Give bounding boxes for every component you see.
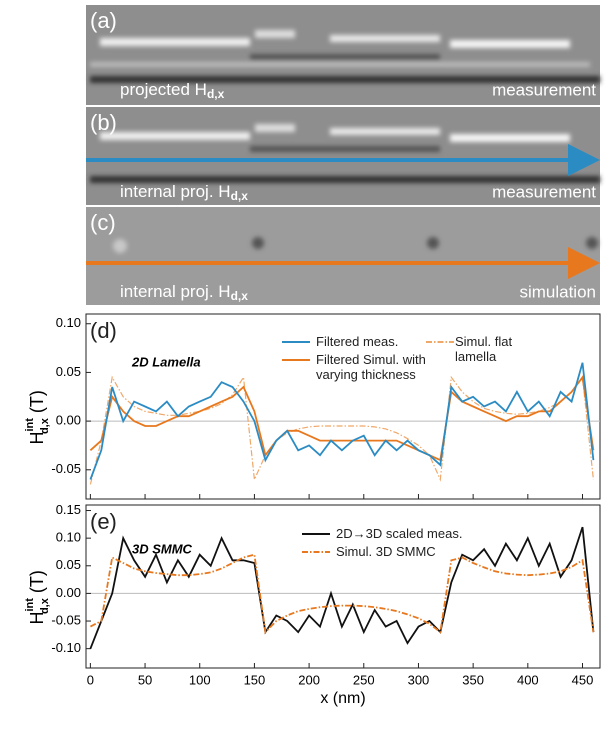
panel-b bbox=[86, 107, 600, 205]
y-tick-label: 0.10 bbox=[56, 315, 81, 330]
ylabel-sup: int bbox=[24, 598, 36, 612]
x-tick-label: 0 bbox=[87, 672, 94, 687]
label-sub: d,x bbox=[231, 289, 249, 303]
x-tick-label: 450 bbox=[572, 672, 594, 687]
y-tick-label: 0.00 bbox=[56, 585, 81, 600]
panel-note: measurement bbox=[492, 80, 596, 99]
inset-label: 2D Lamella bbox=[131, 354, 201, 369]
panel-a bbox=[86, 5, 600, 105]
panel-tag: (c) bbox=[90, 210, 116, 235]
inset-label: 3D SMMC bbox=[132, 541, 193, 556]
panel-label: internal proj. Hd,x bbox=[120, 282, 248, 303]
y-axis-label: Hint d,x (T) bbox=[24, 570, 51, 624]
label-text: projected H bbox=[120, 80, 207, 99]
label-text: internal proj. H bbox=[120, 282, 231, 301]
series-line bbox=[89, 362, 595, 480]
legend-label: Filtered meas. bbox=[316, 334, 399, 349]
y-tick-label: -0.05 bbox=[51, 461, 81, 476]
panel-tag: (b) bbox=[90, 110, 117, 135]
panel-label: internal proj. Hd,x bbox=[120, 182, 248, 203]
chart-tag: (e) bbox=[90, 509, 117, 534]
panel-note: measurement bbox=[492, 182, 596, 201]
y-tick-label: 0.05 bbox=[56, 557, 81, 572]
x-tick-label: 300 bbox=[408, 672, 430, 687]
ylabel-main: H bbox=[27, 432, 47, 445]
plot-frame bbox=[85, 504, 601, 669]
legend-label: Simul. flat lamella bbox=[455, 334, 513, 364]
ylabel-unit: (T) bbox=[27, 390, 47, 413]
y-tick-label: 0.15 bbox=[56, 502, 81, 517]
ylabel-sup: int bbox=[24, 418, 36, 432]
legend-label: 2D→3D scaled meas. bbox=[336, 526, 463, 541]
x-tick-label: 150 bbox=[244, 672, 266, 687]
x-tick-label: 100 bbox=[189, 672, 211, 687]
series-line bbox=[89, 526, 595, 650]
x-tick-label: 50 bbox=[138, 672, 152, 687]
label-text: internal proj. H bbox=[120, 182, 231, 201]
x-tick-label: 350 bbox=[462, 672, 484, 687]
y-tick-label: 0.10 bbox=[56, 530, 81, 545]
ylabel-main: H bbox=[27, 612, 47, 625]
y-tick-label: 0.00 bbox=[56, 413, 81, 428]
series-line bbox=[89, 553, 595, 635]
series-line bbox=[89, 375, 595, 462]
panel-note: simulation bbox=[519, 282, 596, 301]
label-sub: d,x bbox=[231, 189, 249, 203]
x-tick-label: 400 bbox=[517, 672, 539, 687]
y-tick-label: -0.05 bbox=[51, 612, 81, 627]
x-axis-label: x (nm) bbox=[320, 690, 365, 707]
series-line bbox=[89, 375, 594, 485]
y-tick-label: -0.10 bbox=[51, 640, 81, 655]
chart-tag: (d) bbox=[90, 318, 117, 343]
panel-c bbox=[86, 207, 600, 305]
ylabel-unit: (T) bbox=[27, 570, 47, 593]
y-axis-label: Hint d,x (T) bbox=[24, 390, 51, 444]
y-tick-label: 0.05 bbox=[56, 364, 81, 379]
legend-label: Filtered Simul. with varying thickness bbox=[316, 352, 426, 382]
label-sub: d,x bbox=[207, 87, 225, 101]
panel-label: projected Hd,x bbox=[120, 80, 225, 101]
x-tick-label: 250 bbox=[353, 672, 375, 687]
ylabel-sub: d,x bbox=[39, 417, 51, 434]
ylabel-sub: d,x bbox=[39, 597, 51, 614]
x-tick-label: 200 bbox=[298, 672, 320, 687]
legend-label: Simul. 3D SMMC bbox=[336, 544, 436, 559]
panel-tag: (a) bbox=[90, 8, 117, 33]
